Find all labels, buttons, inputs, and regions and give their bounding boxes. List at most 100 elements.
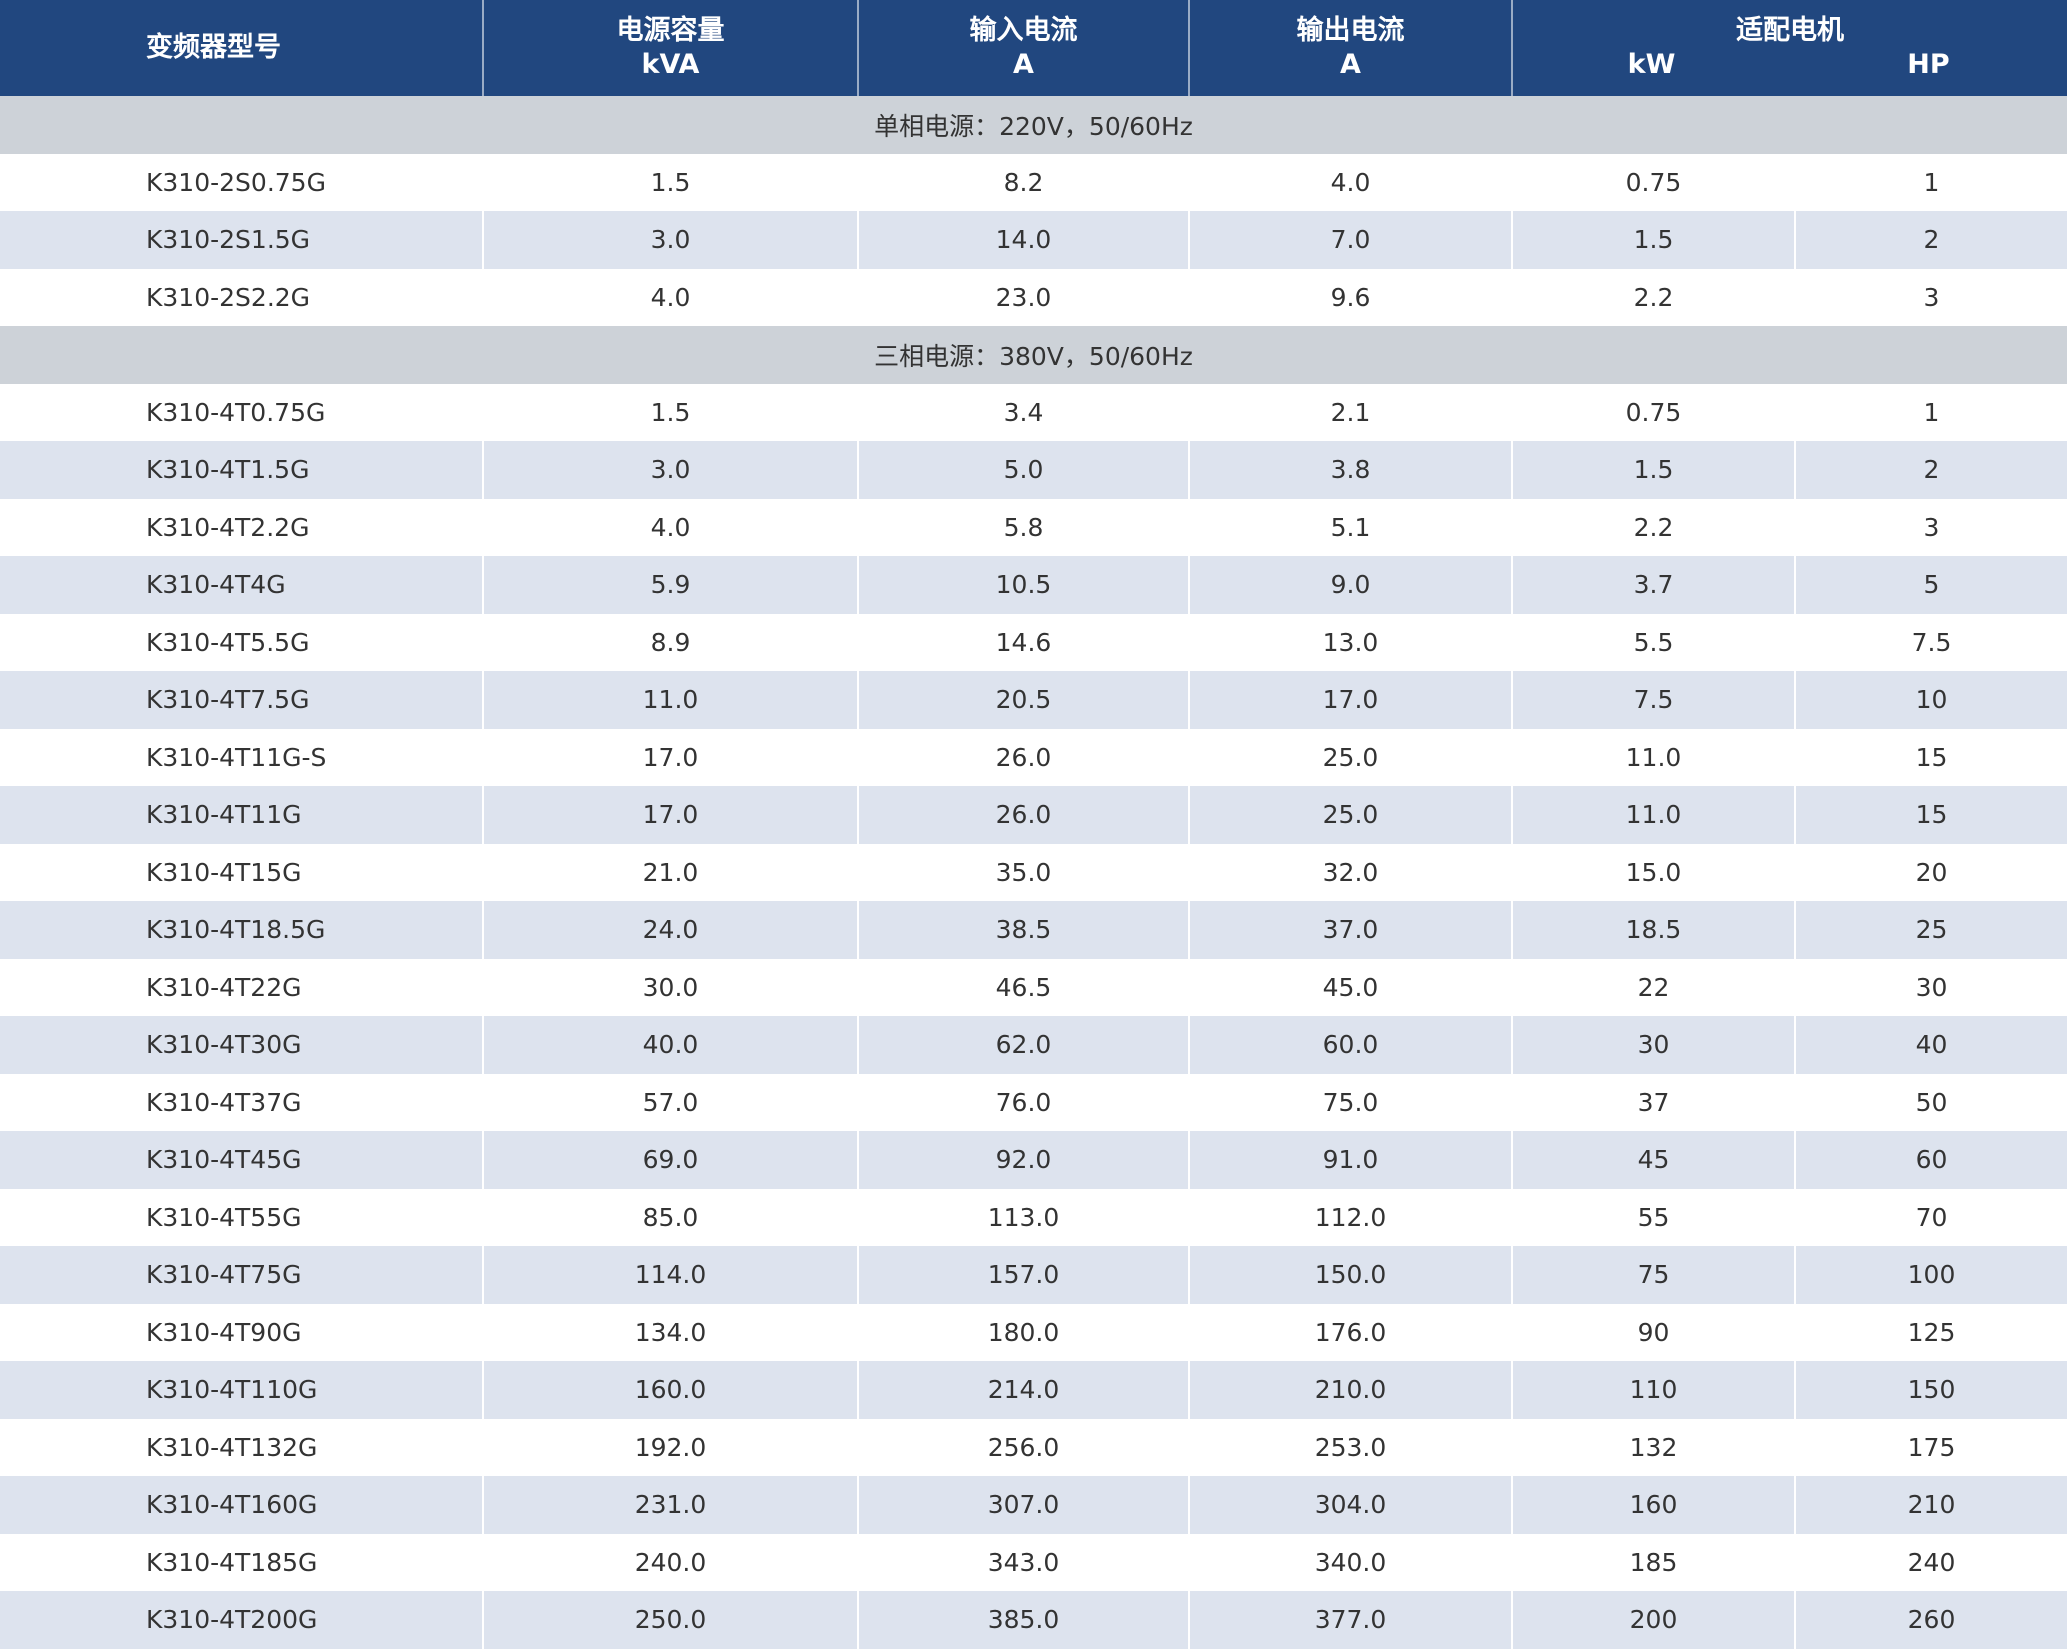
cell: K310-4T37G <box>146 1087 302 1117</box>
data-row: K310-4T200G 250.0 385.0 377.0 200 260 <box>0 1591 2067 1649</box>
data-row: K310-4T22G 30.0 46.5 45.0 22 30 <box>0 958 2067 1016</box>
cell: K310-4T18.5G <box>0 901 482 959</box>
data-row: K310-4T160G 231.0 307.0 304.0 160 210 <box>0 1476 2067 1534</box>
data-row: K310-4T4G 5.9 10.5 9.0 3.7 5 <box>0 556 2067 614</box>
cell: 176.0 <box>1188 1303 1511 1361</box>
data-row: K310-4T132G 192.0 256.0 253.0 132 175 <box>0 1418 2067 1476</box>
data-row: K310-4T110G 160.0 214.0 210.0 110 150 <box>0 1361 2067 1419</box>
cell: 45 <box>1511 1131 1794 1189</box>
data-row: K310-2S2.2G 4.0 23.0 9.6 2.2 3 <box>0 268 2067 326</box>
cell: K310-4T185G <box>146 1547 318 1577</box>
cell: 385.0 <box>857 1591 1188 1649</box>
cell: 25.0 <box>1188 786 1511 844</box>
cell: 10 <box>1794 671 2067 729</box>
cell: 46.5 <box>857 958 1188 1016</box>
cell: 15 <box>1794 728 2067 786</box>
cell: 14.0 <box>857 211 1188 269</box>
cell: 2 <box>1794 211 2067 269</box>
cell: K310-4T90G <box>146 1317 302 1347</box>
cell: 30.0 <box>482 958 857 1016</box>
cell: 85.0 <box>482 1188 857 1246</box>
cell: 92.0 <box>857 1131 1188 1189</box>
cell: 134.0 <box>482 1303 857 1361</box>
cell: 18.5 <box>1511 901 1794 959</box>
cell: 1.5 <box>1511 211 1794 269</box>
cell: K310-4T15G <box>146 857 302 887</box>
cell: 3.0 <box>482 441 857 499</box>
header-cell: 输入电流 A <box>857 0 1188 96</box>
data-row: K310-4T11G-S 17.0 26.0 25.0 11.0 15 <box>0 728 2067 786</box>
cell: K310-4T1.5G <box>0 441 482 499</box>
cell: 4.0 <box>1188 153 1511 211</box>
section-row: 三相电源：380V，50/60Hz <box>0 326 2067 384</box>
section-row: 单相电源：220V，50/60Hz <box>0 96 2067 154</box>
cell: 25 <box>1794 901 2067 959</box>
cell: 3.0 <box>482 211 857 269</box>
cell: 17.0 <box>482 728 857 786</box>
cell: K310-4T55G <box>146 1202 302 1232</box>
cell: 30 <box>1511 1016 1794 1074</box>
cell: 57.0 <box>482 1073 857 1131</box>
cell: 37 <box>1511 1073 1794 1131</box>
header-text: 适配电机 <box>1736 15 1844 46</box>
cell: 150.0 <box>1188 1246 1511 1304</box>
cell: 114.0 <box>482 1246 857 1304</box>
cell: 15 <box>1794 786 2067 844</box>
header-cell: 输出电流 A <box>1188 0 1511 96</box>
cell: 180.0 <box>857 1303 1188 1361</box>
cell: 1.5 <box>482 153 857 211</box>
cell: 32.0 <box>1188 843 1511 901</box>
cell: 340.0 <box>1188 1533 1511 1591</box>
cell: 17.0 <box>1188 671 1511 729</box>
header-cell: 适配电机 kW HP <box>1511 0 2067 96</box>
header-text: 变频器型号 <box>146 32 281 63</box>
cell: 5.1 <box>1188 498 1511 556</box>
header-unit: HP <box>1907 49 1950 80</box>
header-unit: A <box>1340 49 1361 80</box>
cell: K310-4T75G <box>0 1246 482 1304</box>
cell: 260 <box>1794 1591 2067 1649</box>
cell: 69.0 <box>482 1131 857 1189</box>
cell: 9.0 <box>1188 556 1511 614</box>
data-row: K310-4T15G 21.0 35.0 32.0 15.0 20 <box>0 843 2067 901</box>
cell: 91.0 <box>1188 1131 1511 1189</box>
cell: 3 <box>1794 498 2067 556</box>
cell: 3 <box>1794 268 2067 326</box>
cell: 30 <box>1794 958 2067 1016</box>
cell: 45.0 <box>1188 958 1511 1016</box>
data-row: K310-2S0.75G 1.5 8.2 4.0 0.75 1 <box>0 153 2067 211</box>
cell: 15.0 <box>1511 843 1794 901</box>
cell: K310-4T45G <box>0 1131 482 1189</box>
cell: 2 <box>1794 441 2067 499</box>
cell: 5 <box>1794 556 2067 614</box>
cell: 253.0 <box>1188 1418 1511 1476</box>
cell: 55 <box>1511 1188 1794 1246</box>
cell: 112.0 <box>1188 1188 1511 1246</box>
data-row: K310-4T185G 240.0 343.0 340.0 185 240 <box>0 1533 2067 1591</box>
data-row: K310-4T18.5G 24.0 38.5 37.0 18.5 25 <box>0 901 2067 959</box>
cell: 2.2 <box>1511 268 1794 326</box>
cell: 157.0 <box>857 1246 1188 1304</box>
cell: K310-4T22G <box>146 972 302 1002</box>
cell: 100 <box>1794 1246 2067 1304</box>
cell: 23.0 <box>857 268 1188 326</box>
cell: K310-4T11G-S <box>146 742 327 772</box>
cell: 307.0 <box>857 1476 1188 1534</box>
cell: 110 <box>1511 1361 1794 1419</box>
data-row: K310-4T55G 85.0 113.0 112.0 55 70 <box>0 1188 2067 1246</box>
cell: 113.0 <box>857 1188 1188 1246</box>
cell: 150 <box>1794 1361 2067 1419</box>
cell: K310-4T160G <box>0 1476 482 1534</box>
data-row: K310-4T1.5G 3.0 5.0 3.8 1.5 2 <box>0 441 2067 499</box>
header-text: 电源容量 <box>616 15 725 46</box>
cell: 40 <box>1794 1016 2067 1074</box>
cell: 75.0 <box>1188 1073 1511 1131</box>
cell: K310-2S0.75G <box>146 167 326 197</box>
header-row: 变频器型号 电源容量 kVA 输入电流 A 输出电流 A 适配电机 kW HP <box>0 0 2067 96</box>
cell: 231.0 <box>482 1476 857 1534</box>
cell: K310-4T11G <box>0 786 482 844</box>
cell: 7.5 <box>1794 613 2067 671</box>
data-row: K310-2S1.5G 3.0 14.0 7.0 1.5 2 <box>0 211 2067 269</box>
cell: 2.2 <box>1511 498 1794 556</box>
